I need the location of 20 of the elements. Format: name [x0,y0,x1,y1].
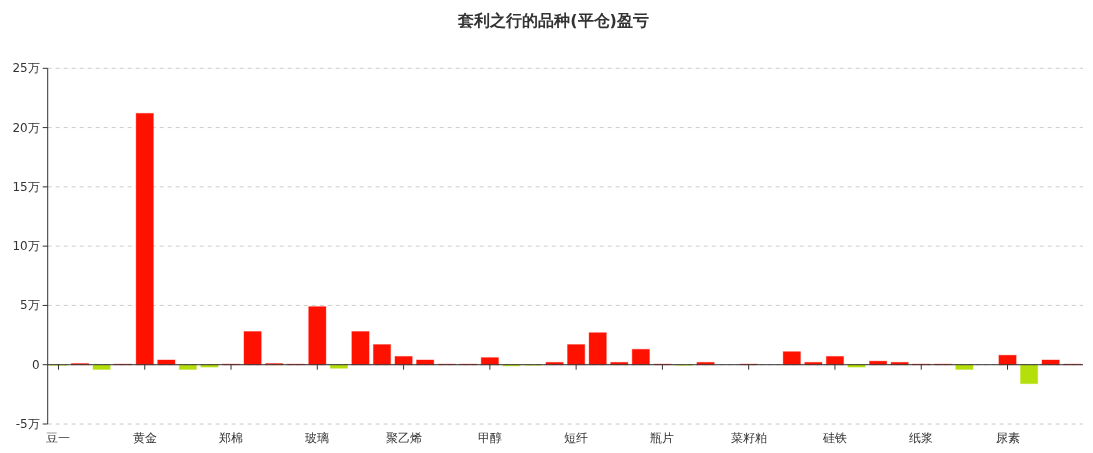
x-tick-label: 聚乙烯 [385,431,422,445]
x-tick-label: 郑棉 [219,431,244,445]
x-tick-label: 硅铁 [821,431,847,445]
y-tick-label: 0 [32,357,40,372]
x-tick-label: 尿素 [995,431,1020,445]
x-tick-label: 短纤 [564,431,589,445]
y-tick-label: 20万 [12,120,40,135]
x-tick-label: 甲醇 [477,431,502,445]
y-tick-label: 5万 [20,298,40,313]
x-tick-label: 纸浆 [909,431,934,445]
x-tick-label: 豆一 [46,431,71,445]
chart-title: 套利之行的品种(平仓)盈亏 [457,11,649,30]
x-tick-label: 瓶片 [650,431,675,445]
x-tick-label: 菜籽粕 [730,431,767,445]
x-tick-label: 玻璃 [305,431,330,445]
y-tick-label: 10万 [12,239,40,254]
y-tick-label: 25万 [12,61,40,76]
y-tick-label: -5万 [15,417,40,431]
x-tick-label: 黄金 [132,431,157,445]
y-tick-label: 15万 [12,179,40,194]
